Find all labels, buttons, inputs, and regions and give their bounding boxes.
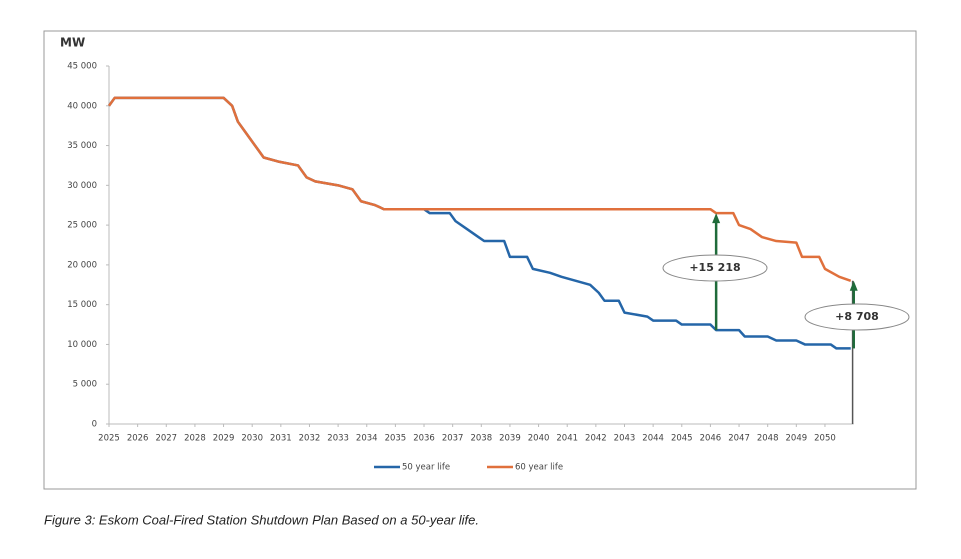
x-tick-label: 2040	[528, 434, 550, 444]
y-tick-label: 10 000	[67, 340, 97, 350]
y-tick-label: 15 000	[67, 300, 97, 310]
x-tick-label: 2045	[671, 434, 693, 444]
x-tick-label: 2036	[413, 434, 435, 444]
x-tick-label: 2042	[585, 434, 607, 444]
x-tick-label: 2041	[556, 434, 578, 444]
x-tick-label: 2035	[385, 434, 407, 444]
y-tick-label: 25 000	[67, 221, 97, 231]
annotation-arrowhead	[849, 280, 858, 291]
chart-frame	[43, 30, 917, 490]
x-tick-label: 2049	[786, 434, 808, 444]
legend-label: 60 year life	[515, 463, 563, 473]
x-tick-label: 2043	[614, 434, 636, 444]
x-tick-label: 2026	[127, 434, 149, 444]
x-tick-label: 2025	[98, 434, 120, 444]
x-tick-label: 2027	[155, 434, 177, 444]
x-tick-label: 2032	[299, 434, 321, 444]
y-tick-label: 45 000	[67, 62, 97, 72]
x-tick-label: 2028	[184, 434, 206, 444]
annotation-arrowhead	[712, 213, 721, 224]
annotation-label: +8 708	[835, 310, 879, 323]
y-axis-label: MW	[60, 36, 85, 50]
x-tick-label: 2039	[499, 434, 521, 444]
x-tick-label: 2029	[213, 434, 235, 444]
x-tick-label: 2046	[700, 434, 722, 444]
annotation-label: +15 218	[689, 261, 740, 274]
x-tick-label: 2038	[470, 434, 492, 444]
x-tick-label: 2033	[327, 434, 349, 444]
x-tick-label: 2030	[241, 434, 263, 444]
x-tick-label: 2048	[757, 434, 779, 444]
caption: Figure 3: Eskom Coal-Fired Station Shutd…	[44, 512, 479, 527]
annotation-bubble	[662, 254, 768, 282]
x-tick-label: 2044	[642, 434, 664, 444]
x-tick-label: 2050	[814, 434, 836, 444]
y-tick-label: 30 000	[67, 181, 97, 191]
x-tick-label: 2047	[728, 434, 750, 444]
series-line	[107, 96, 852, 282]
y-tick-label: 5 000	[73, 380, 97, 390]
y-tick-label: 20 000	[67, 260, 97, 270]
x-tick-label: 2034	[356, 434, 378, 444]
annotation-bubble	[804, 303, 910, 331]
legend-label: 50 year life	[402, 463, 450, 473]
x-tick-label: 2037	[442, 434, 464, 444]
y-tick-label: 40 000	[67, 101, 97, 111]
x-tick-label: 2031	[270, 434, 292, 444]
y-tick-label: 0	[92, 420, 97, 430]
y-tick-label: 35 000	[67, 141, 97, 151]
